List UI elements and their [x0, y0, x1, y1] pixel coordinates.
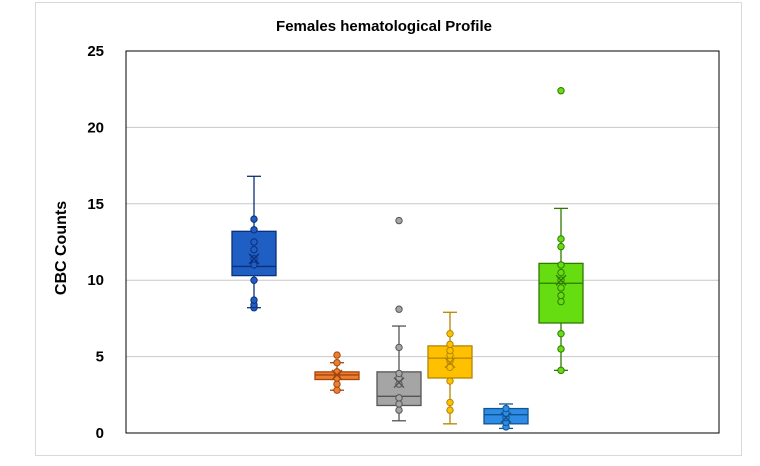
- data-point-3-3: [395, 394, 403, 402]
- data-point-4-3: [446, 377, 454, 385]
- mean-marker-2: [331, 369, 343, 381]
- data-point-6-5: [557, 291, 565, 300]
- y-tick-label-4: 20: [87, 119, 104, 136]
- y-tick-label-0: 0: [96, 425, 104, 442]
- data-point-2-2: [333, 380, 341, 388]
- y-axis-label: CBC Counts: [53, 201, 70, 295]
- data-point-1-7: [250, 245, 258, 254]
- box-group-1: [231, 175, 277, 312]
- data-point-6-4: [557, 297, 565, 306]
- data-point-1-9: [250, 226, 258, 234]
- y-tick-label-1: 5: [96, 349, 104, 366]
- data-point-3-2: [395, 400, 403, 408]
- mean-marker-3: [393, 377, 405, 389]
- mean-marker-5: [500, 412, 512, 424]
- y-tick-label-3: 15: [87, 196, 104, 213]
- data-point-6-8: [557, 268, 565, 277]
- data-point-4-9: [446, 329, 454, 338]
- data-point-6-3: [557, 329, 565, 338]
- box-group-2: [314, 351, 360, 394]
- y-tick-labels: 0 5 10 15 20 25: [87, 43, 104, 442]
- data-point-5-5: [502, 404, 510, 413]
- data-point-1-3: [250, 296, 258, 304]
- data-point-6-1: [557, 366, 565, 375]
- grid-lines: [126, 50, 719, 358]
- box-plot-chart: Females hematological Profile CBC Counts…: [53, 18, 720, 442]
- data-point-3-7: [395, 343, 403, 352]
- box-group-3: [376, 216, 422, 422]
- mean-marker-4: [444, 357, 456, 369]
- data-point-4-8: [446, 340, 454, 349]
- data-point-4-2: [446, 398, 454, 407]
- boxes-layer: [231, 87, 584, 431]
- box-group-6: [538, 87, 584, 375]
- mean-marker-6: [555, 274, 567, 286]
- data-point-2-1: [333, 386, 341, 394]
- data-point-6-11: [557, 235, 565, 243]
- box-1: [231, 230, 277, 277]
- data-point-2-5: [333, 359, 341, 367]
- data-point-3-9: [395, 216, 403, 225]
- data-point-6-2: [557, 345, 565, 353]
- data-point-6-9: [557, 261, 565, 269]
- data-point-6-12: [557, 87, 565, 95]
- data-point-1-8: [250, 238, 258, 246]
- data-point-1-5: [250, 261, 258, 269]
- data-point-1-4: [250, 276, 258, 284]
- chart-frame: Females hematological Profile CBC Counts…: [35, 2, 742, 456]
- data-point-6-6: [557, 284, 565, 292]
- y-tick-label-5: 25: [87, 43, 104, 60]
- plot-area-border: [125, 50, 720, 434]
- data-point-6-10: [557, 242, 565, 251]
- box-group-4: [427, 311, 473, 425]
- box-group-5: [483, 403, 529, 431]
- mean-marker-1: [248, 253, 260, 265]
- data-point-4-7: [446, 346, 454, 355]
- data-point-3-6: [395, 369, 403, 378]
- data-point-3-1: [395, 406, 403, 414]
- data-point-3-8: [395, 305, 403, 313]
- chart-title: Females hematological Profile: [276, 18, 492, 35]
- data-point-4-1: [446, 406, 454, 414]
- data-point-2-6: [333, 351, 341, 359]
- data-point-1-10: [250, 215, 258, 223]
- y-tick-label-2: 10: [87, 272, 104, 289]
